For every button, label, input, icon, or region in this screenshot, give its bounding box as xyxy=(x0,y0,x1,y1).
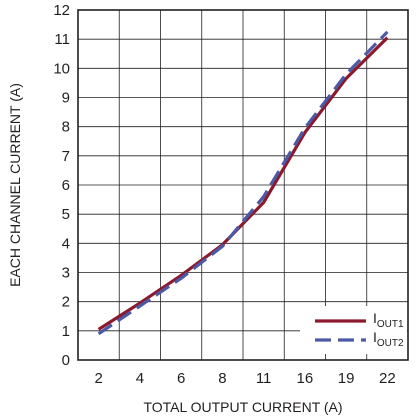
y-axis-title: EACH CHANNEL CURRENT (A) xyxy=(7,83,23,287)
plot-frame xyxy=(77,9,409,361)
x-tick-label: 8 xyxy=(218,370,226,387)
y-tick-label: 11 xyxy=(54,31,70,48)
series-layer xyxy=(97,30,389,336)
legend-label-iout1-sub: OUT1 xyxy=(377,319,404,330)
x-tick-label: 11 xyxy=(256,370,272,387)
legend-label-iout1-main: I xyxy=(373,310,377,326)
legend-label-iout2-main: I xyxy=(373,329,377,345)
legend-label-iout1: IOUT1 xyxy=(373,310,404,330)
x-tick-label: 6 xyxy=(177,370,185,387)
legend-label-iout2: IOUT2 xyxy=(373,329,404,349)
legend: IOUT1 IOUT2 xyxy=(300,306,407,354)
y-tick-label: 9 xyxy=(62,90,70,107)
x-tick-label: 4 xyxy=(136,370,144,387)
x-axis-title: TOTAL OUTPUT CURRENT (A) xyxy=(143,399,342,415)
y-tick-label: 12 xyxy=(53,2,70,19)
y-tick-label: 7 xyxy=(62,148,70,165)
series-line-out2 xyxy=(97,30,389,336)
y-tick-label: 1 xyxy=(62,323,70,340)
x-tick-label: 19 xyxy=(338,370,355,387)
x-tick-label: 2 xyxy=(94,370,102,387)
grid xyxy=(78,10,408,360)
y-tick-label: 8 xyxy=(62,119,70,136)
y-tick-label: 5 xyxy=(62,206,70,223)
y-tick-label: 4 xyxy=(62,235,70,252)
y-tick-label: 0 xyxy=(62,352,70,369)
y-tick-label: 3 xyxy=(62,265,70,282)
legend-background xyxy=(300,306,407,354)
legend-label-iout2-sub: OUT2 xyxy=(377,338,404,349)
x-tick-label: 16 xyxy=(297,370,314,387)
series-line-out1 xyxy=(97,36,389,331)
y-tick-label: 10 xyxy=(53,60,70,77)
y-tick-label: 2 xyxy=(62,294,70,311)
y-tick-label: 6 xyxy=(62,177,70,194)
x-tick-label: 22 xyxy=(379,370,396,387)
x-tick-labels: 2 4 6 8 11 16 19 22 xyxy=(94,370,395,387)
